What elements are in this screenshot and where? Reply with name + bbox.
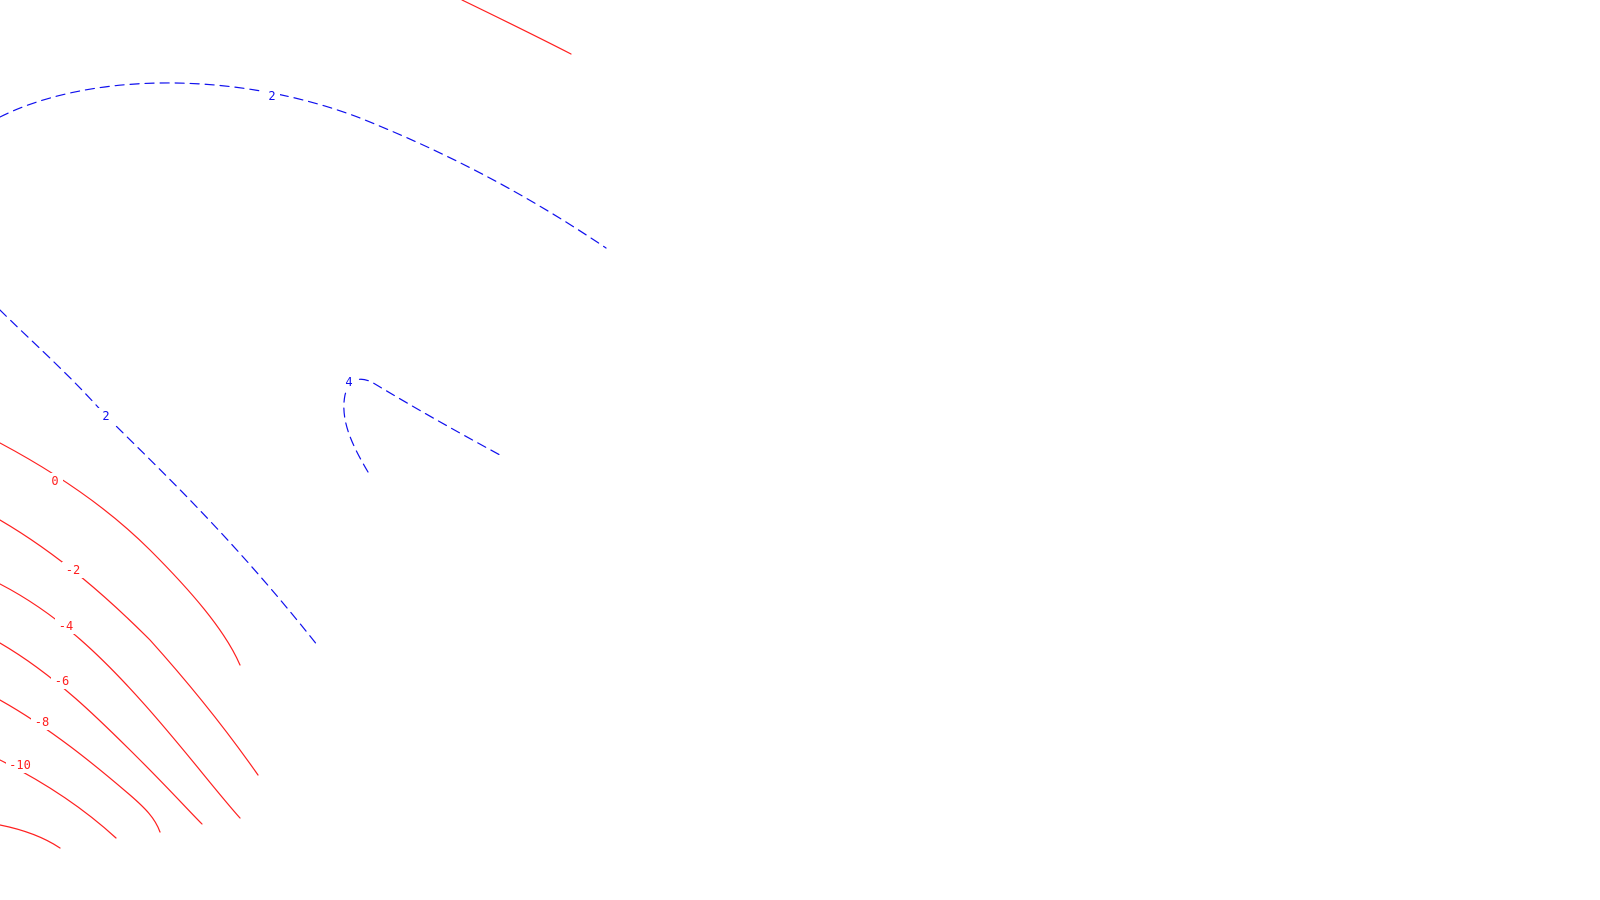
contour-line-red-neg4 [0, 583, 241, 819]
contour-label-neg8: -8 [31, 714, 53, 730]
contour-label-4: 4 [342, 374, 356, 390]
svg-text:-6: -6 [55, 674, 69, 688]
contour-line-red-0 [0, 442, 241, 666]
contour-line-top-red [461, 0, 572, 55]
contour-line-left-blue-2 [0, 309, 319, 647]
contour-line-red-bottom [0, 824, 61, 849]
contour-label-neg6: -6 [51, 673, 73, 689]
svg-text:2: 2 [268, 89, 275, 103]
svg-text:0: 0 [51, 474, 58, 488]
svg-text:4: 4 [345, 375, 352, 389]
contour-line-red-neg2 [0, 519, 259, 776]
svg-text:-8: -8 [35, 715, 49, 729]
svg-text:-2: -2 [66, 563, 80, 577]
contour-label-upper-2: 2 [264, 88, 280, 104]
svg-text:2: 2 [102, 409, 109, 423]
contour-line-upper-blue-2 [0, 82, 607, 249]
contour-line-blue-4 [343, 378, 501, 473]
svg-text:-10: -10 [9, 758, 31, 772]
contour-labels: 2 2 4 0 -2 -4 -6 -8 [6, 88, 356, 773]
contour-line-red-neg6 [0, 642, 203, 825]
svg-text:-4: -4 [59, 619, 73, 633]
contour-label-0: 0 [47, 473, 63, 489]
contour-label-neg10: -10 [6, 757, 34, 773]
contour-label-left-2: 2 [98, 408, 114, 424]
contour-label-neg4: -4 [55, 618, 77, 634]
contour-label-neg2: -2 [62, 562, 84, 578]
